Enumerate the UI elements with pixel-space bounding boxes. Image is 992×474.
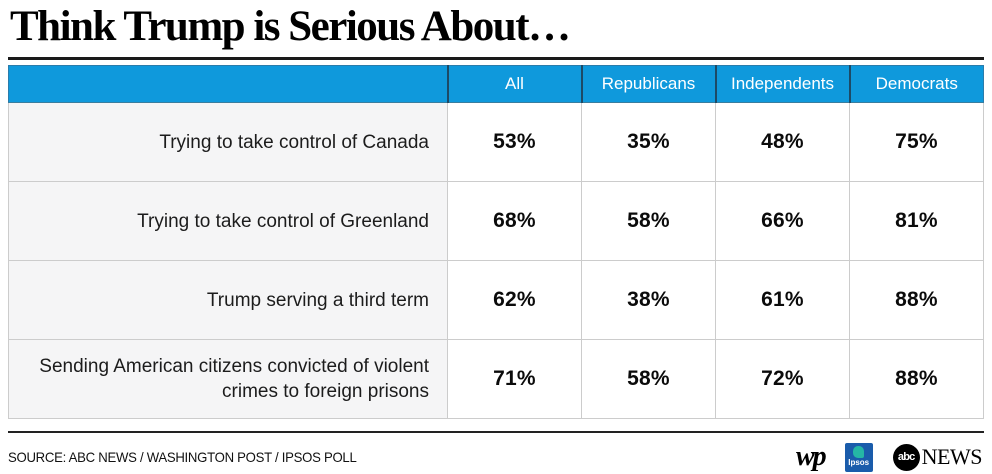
ipsos-logo: Ipsos <box>844 442 873 472</box>
table-header-row: All Republicans Independents Democrats <box>8 65 984 104</box>
logo-group: wp Ipsos abc NEWS <box>795 441 984 473</box>
table-row: Trying to take control of Greenland 68% … <box>8 181 984 262</box>
column-header-democrats: Democrats <box>848 65 984 104</box>
value-cell: 72% <box>715 339 850 420</box>
ipsos-wordmark: Ipsos <box>848 457 870 467</box>
table-row: Sending American citizens convicted of v… <box>8 339 984 420</box>
value-cell: 48% <box>715 102 850 183</box>
value-cell: 53% <box>447 102 582 183</box>
value-cell: 75% <box>849 102 984 183</box>
value-cell: 66% <box>715 181 850 262</box>
table-row: Trump serving a third term 62% 38% 61% 8… <box>8 260 984 341</box>
value-cell: 35% <box>581 102 716 183</box>
value-cell: 61% <box>715 260 850 341</box>
value-cell: 68% <box>447 181 582 262</box>
column-header-independents: Independents <box>714 65 850 104</box>
row-label: Trying to take control of Canada <box>8 102 448 183</box>
row-label: Sending American citizens convicted of v… <box>8 339 448 420</box>
abc-circle-icon: abc <box>892 443 920 471</box>
value-cell: 58% <box>581 339 716 420</box>
corner-cell <box>8 65 448 104</box>
row-label: Trying to take control of Greenland <box>8 181 448 262</box>
column-header-republicans: Republicans <box>580 65 716 104</box>
row-label: Trump serving a third term <box>8 260 448 341</box>
page-title: Think Trump is Serious About… <box>10 3 571 50</box>
footer: SOURCE: ABC NEWS / WASHINGTON POST / IPS… <box>8 440 984 474</box>
value-cell: 88% <box>849 260 984 341</box>
title-divider <box>8 57 984 61</box>
value-cell: 62% <box>447 260 582 341</box>
ipsos-mark-icon <box>853 445 865 458</box>
value-cell: 38% <box>581 260 716 341</box>
footer-divider <box>8 431 984 434</box>
value-cell: 88% <box>849 339 984 420</box>
washington-post-logo: wp <box>795 441 827 473</box>
source-text: SOURCE: ABC NEWS / WASHINGTON POST / IPS… <box>8 449 357 466</box>
column-header-all: All <box>446 65 582 104</box>
value-cell: 81% <box>849 181 984 262</box>
table-row: Trying to take control of Canada 53% 35%… <box>8 102 984 183</box>
abc-circle-text: abc <box>897 451 915 464</box>
abc-news-wordmark: NEWS <box>921 444 983 470</box>
abc-news-logo: abc NEWS <box>892 443 983 471</box>
value-cell: 71% <box>447 339 582 420</box>
value-cell: 58% <box>581 181 716 262</box>
poll-table: All Republicans Independents Democrats T… <box>8 65 984 420</box>
